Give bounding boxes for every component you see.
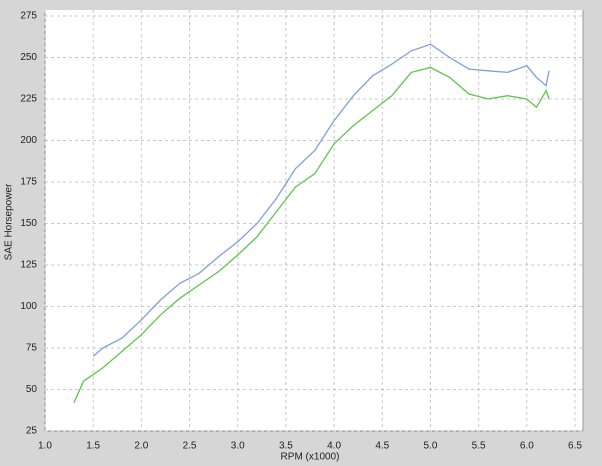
y-tick-label: 75: [26, 343, 38, 354]
y-tick-label: 125: [20, 260, 37, 271]
x-tick-label: 3.0: [231, 441, 245, 452]
y-tick-label: 100: [20, 301, 37, 312]
x-tick-label: 2.5: [183, 441, 197, 452]
x-axis-label: RPM (x1000): [281, 452, 340, 463]
x-tick-label: 6.5: [568, 441, 582, 452]
x-tick-label: 3.5: [279, 441, 293, 452]
series-line: [73, 66, 550, 404]
y-tick-label: 25: [26, 426, 38, 437]
x-tick-label: 2.0: [134, 441, 148, 452]
y-tick-label: 275: [20, 11, 37, 22]
x-tick-label: 4.5: [375, 441, 389, 452]
y-tick-label: 225: [20, 94, 37, 105]
y-tick-label: 150: [20, 218, 37, 229]
x-tick-label: 1.0: [38, 441, 52, 452]
y-tick-label: 200: [20, 135, 37, 146]
x-tick-label: 4.0: [327, 441, 341, 452]
x-tick-label: 5.0: [424, 441, 438, 452]
y-tick-label: 250: [20, 52, 37, 63]
y-tick-label: 175: [20, 177, 37, 188]
x-tick-label: 1.5: [86, 441, 100, 452]
y-tick-label: 50: [26, 384, 38, 395]
x-tick-label: 6.0: [520, 441, 534, 452]
y-axis-label: SAE Horsepower: [4, 183, 15, 260]
plot-area: [45, 10, 583, 431]
series-line: [92, 43, 550, 357]
x-tick-label: 5.5: [472, 441, 486, 452]
